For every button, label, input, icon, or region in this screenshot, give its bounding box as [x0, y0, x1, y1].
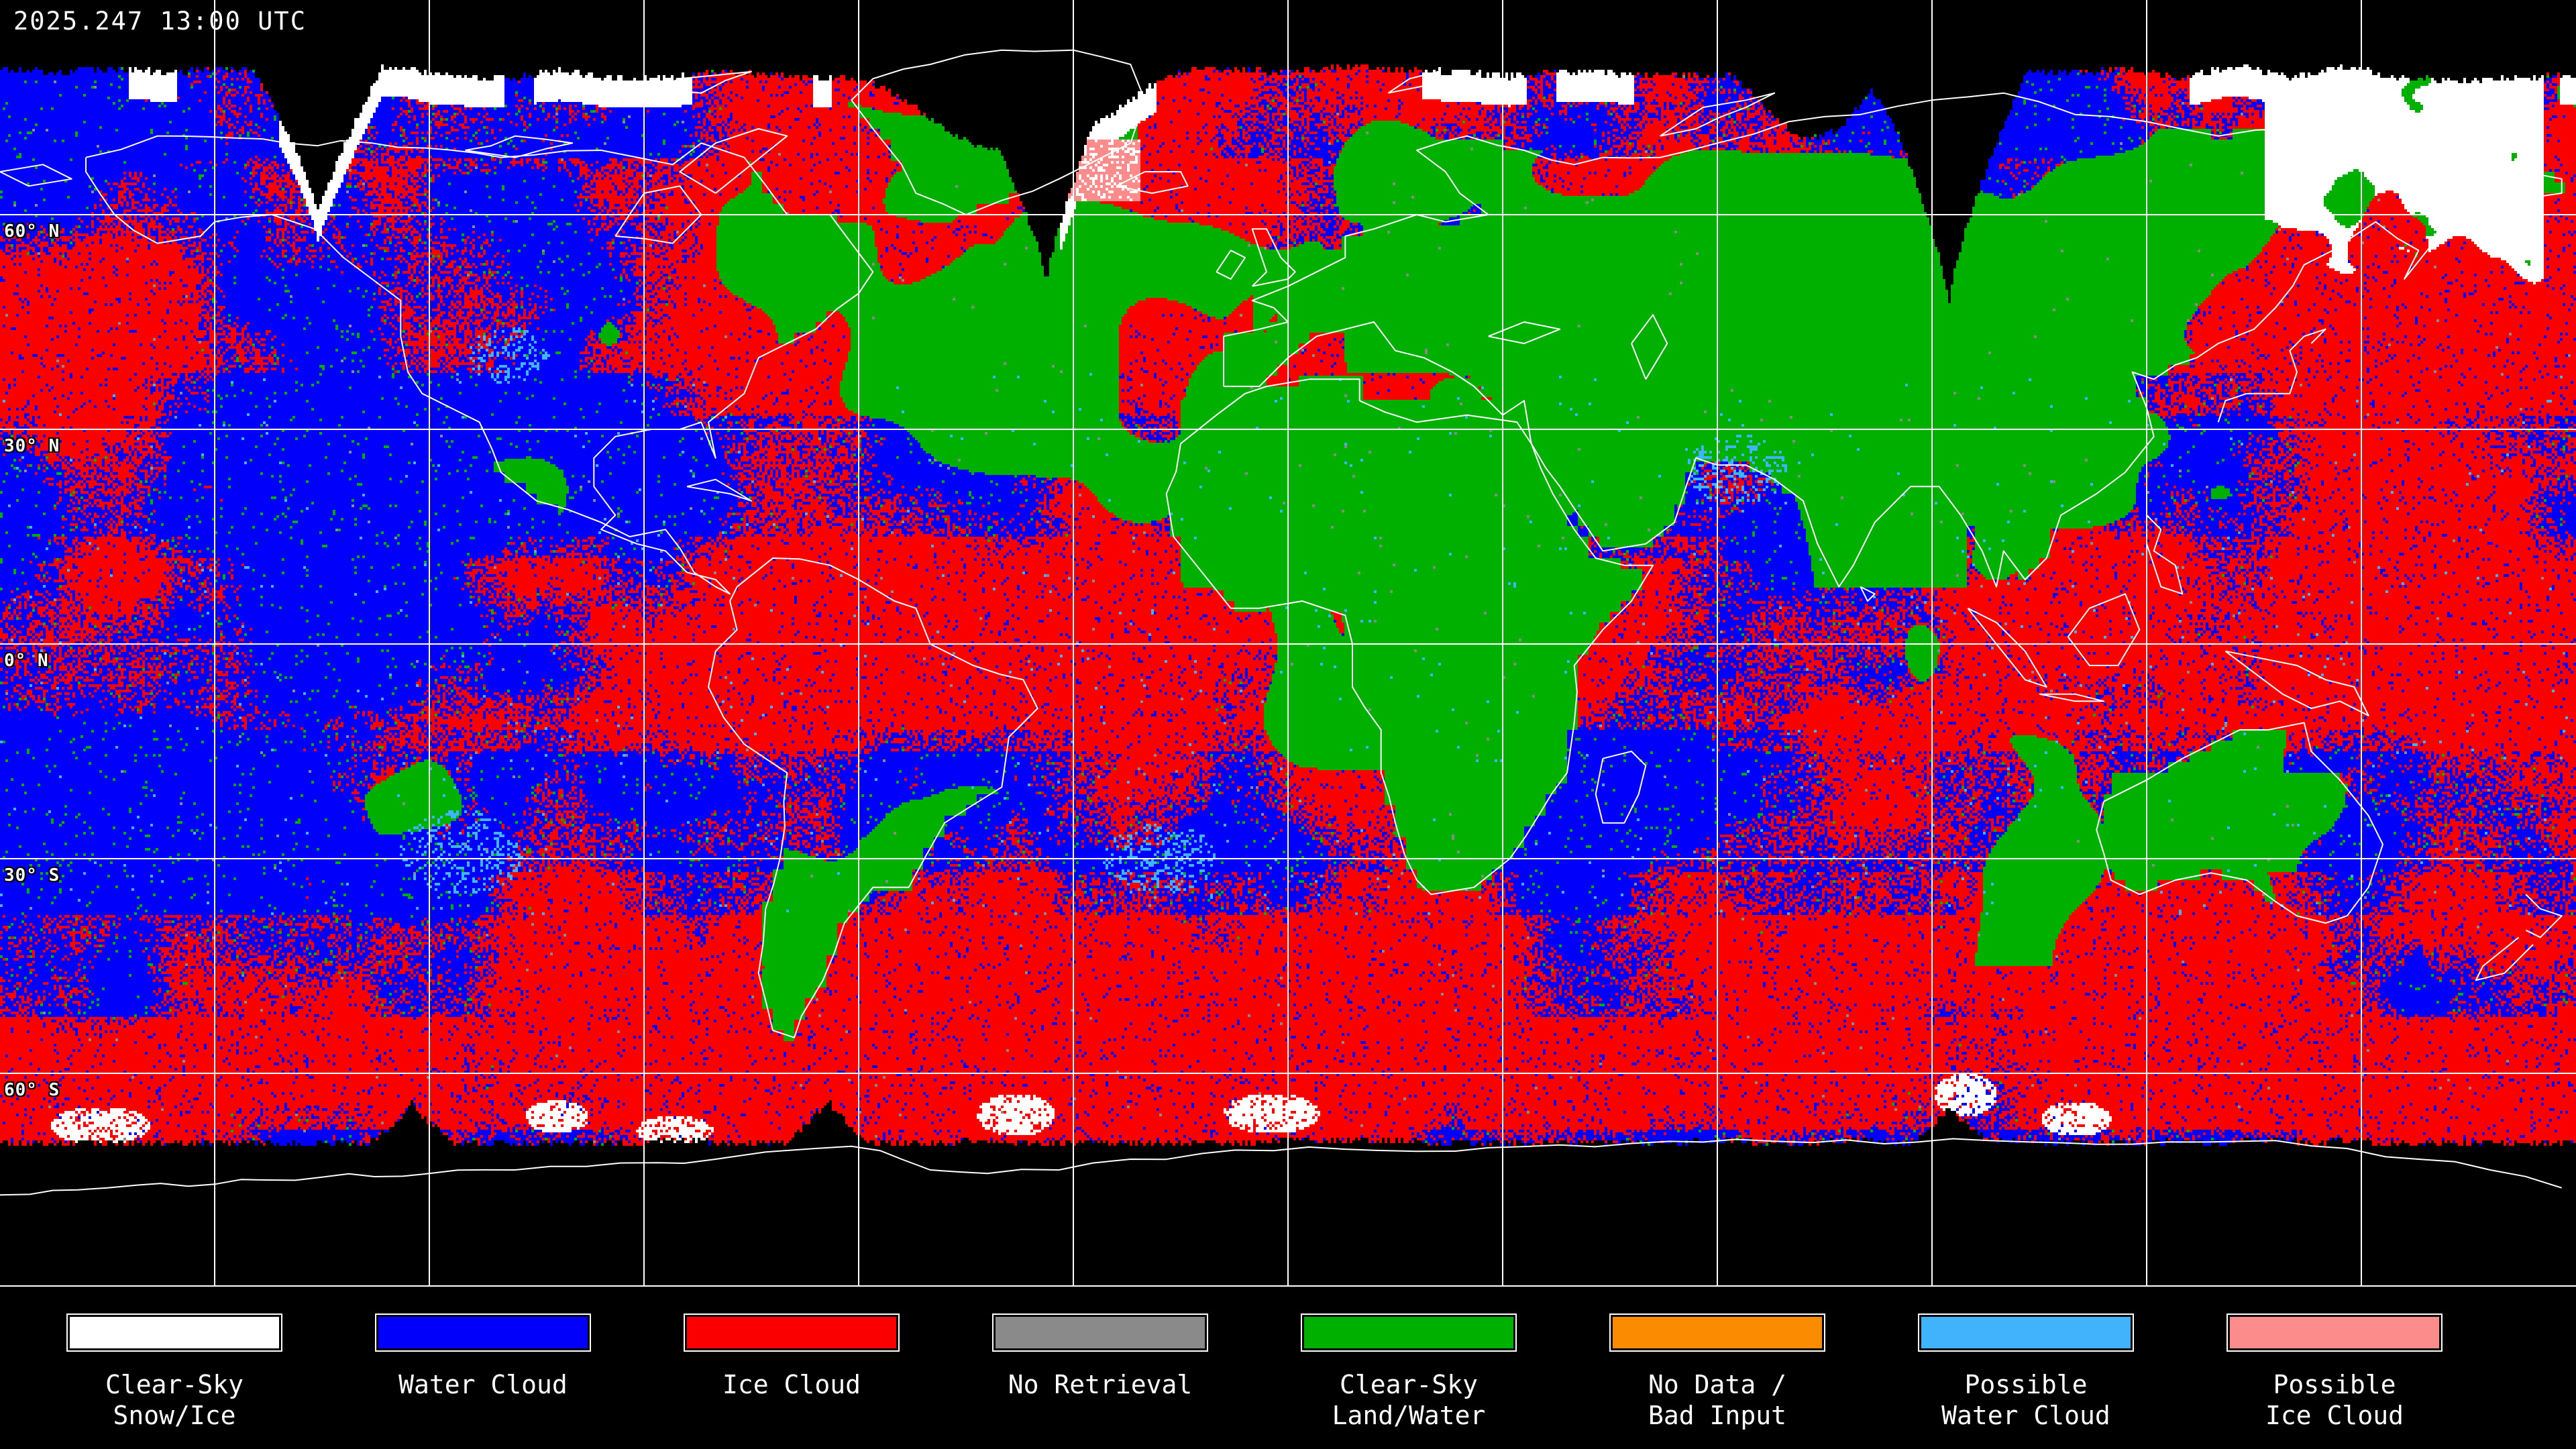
- legend-swatch-clear-sky-land-water: [1301, 1313, 1517, 1352]
- coastline: [1631, 314, 1668, 380]
- coastline: [1660, 92, 1776, 137]
- legend-item-no-retrieval: No Retrieval: [946, 1313, 1254, 1400]
- legend-swatch-water-cloud: [375, 1313, 591, 1352]
- latitude-label: 60° N: [4, 221, 60, 241]
- legend-item-clear-sky-snow-ice: Clear-Sky Snow/Ice: [20, 1313, 329, 1431]
- coastline: [2268, 107, 2348, 123]
- coastline: [614, 185, 702, 244]
- coastline: [1216, 250, 1246, 280]
- legend-swatch-clear-sky-snow-ice: [66, 1313, 282, 1352]
- coastline: [0, 164, 72, 187]
- coastline: [1223, 92, 2563, 588]
- coastline-grid-overlay: [0, 0, 2576, 1287]
- coastline: [2146, 515, 2184, 595]
- latitude-label: 30° N: [4, 436, 60, 456]
- coastline: [643, 70, 752, 94]
- legend-swatch-no-retrieval: [992, 1313, 1208, 1352]
- legend-label-no-retrieval: No Retrieval: [1008, 1370, 1193, 1399]
- legend-swatch-ice-cloud: [684, 1313, 900, 1352]
- latitude-label: 60° S: [4, 1080, 60, 1100]
- legend-swatch-fill: [1304, 1317, 1513, 1348]
- legend-swatch-fill: [996, 1317, 1205, 1348]
- legend-label-clear-sky-snow-ice: Clear-Sky Snow/Ice: [105, 1370, 244, 1430]
- latitude-label: 0° N: [4, 651, 49, 671]
- coastline: [1488, 321, 1561, 344]
- latitude-label: 30° S: [4, 865, 60, 885]
- legend-swatch-fill: [70, 1317, 279, 1348]
- coastline: [2224, 650, 2369, 716]
- coastline: [1967, 607, 2047, 688]
- coastline: [708, 557, 1038, 1038]
- legend-swatch-fill: [1613, 1317, 1822, 1348]
- legend-label-ice-cloud: Ice Cloud: [722, 1370, 861, 1399]
- legend-swatch-possible-water-cloud: [1918, 1313, 2134, 1352]
- legend-swatch-no-data-bad-input: [1609, 1313, 1825, 1352]
- legend-label-no-data-bad-input: No Data / Bad Input: [1648, 1370, 1786, 1430]
- coastline: [1116, 171, 1189, 194]
- legend-swatch-fill: [378, 1317, 588, 1348]
- coastline: [2067, 593, 2141, 666]
- legend-swatch-possible-ice-cloud: [2226, 1313, 2443, 1352]
- coastline: [0, 1138, 2562, 1196]
- coastline: [2475, 936, 2534, 981]
- legend-swatch-fill: [2230, 1317, 2439, 1348]
- coastline: [679, 128, 788, 194]
- legend-swatch-fill: [687, 1317, 896, 1348]
- timestamp-label: 2025.247 13:00 UTC: [13, 7, 307, 36]
- legend-label-clear-sky-land-water: Clear-Sky Land/Water: [1332, 1370, 1486, 1430]
- legend-label-water-cloud: Water Cloud: [398, 1370, 568, 1399]
- coastline: [1860, 586, 1876, 602]
- coastline: [1251, 228, 1296, 287]
- coastline: [2096, 722, 2383, 924]
- coastline: [2217, 328, 2326, 423]
- coastline: [2525, 894, 2563, 938]
- legend-item-clear-sky-land-water: Clear-Sky Land/Water: [1254, 1313, 1563, 1431]
- legend-item-possible-ice-cloud: Possible Ice Cloud: [2180, 1313, 2489, 1431]
- coastline: [1387, 70, 1439, 94]
- coastline: [85, 135, 874, 595]
- coastline: [2039, 693, 2104, 702]
- coastline: [851, 49, 1146, 215]
- coastline: [686, 478, 752, 502]
- legend-item-no-data-bad-input: No Data / Bad Input: [1563, 1313, 1872, 1431]
- legend-item-ice-cloud: Ice Cloud: [637, 1313, 946, 1400]
- legend-item-water-cloud: Water Cloud: [329, 1313, 637, 1400]
- legend-item-possible-water-cloud: Possible Water Cloud: [1872, 1313, 2180, 1431]
- legend-label-possible-water-cloud: Possible Water Cloud: [1941, 1370, 2110, 1430]
- legend-label-possible-ice-cloud: Possible Ice Cloud: [2265, 1370, 2404, 1430]
- coastline: [1165, 378, 1654, 896]
- coastline: [1595, 751, 1647, 824]
- coastline: [465, 135, 574, 158]
- legend-swatch-fill: [1921, 1317, 2131, 1348]
